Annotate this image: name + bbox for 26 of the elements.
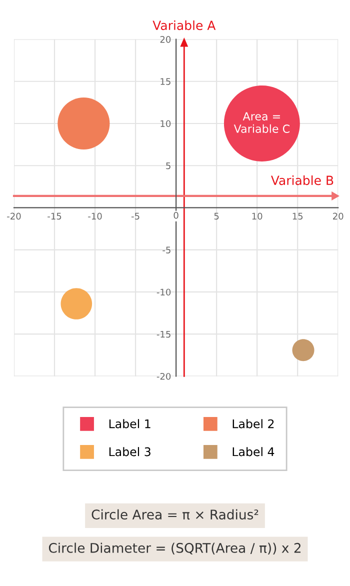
text: Circle Area = π × Radius² — [92, 509, 258, 520]
y-tick-label: -5 — [162, 246, 170, 254]
text: Circle Diameter = (SQRT(Area / π)) x 2 — [48, 542, 300, 554]
y-tick-label: -10 — [156, 288, 171, 296]
y-tick-label: 15 — [160, 78, 170, 85]
legend-label: Label 2 — [232, 419, 274, 428]
legend-label: Label 3 — [109, 447, 150, 456]
y-tick-label: 20 — [160, 36, 171, 43]
x-tick-label: -15 — [48, 212, 62, 220]
y-tick-label: 10 — [160, 120, 171, 128]
x-tick-label: 15 — [292, 212, 303, 220]
legend-label: Label 4 — [232, 447, 274, 456]
y-axis-title: Variable A — [152, 20, 216, 30]
y-tick-label: -15 — [156, 330, 170, 338]
annotation: Area = Variable C — [234, 112, 290, 133]
x-tick-label: 0 — [174, 212, 178, 219]
x-tick-label: 5 — [214, 212, 219, 220]
x-tick-label: 10 — [252, 212, 262, 220]
legend-label: Label 1 — [109, 419, 150, 428]
x-tick-label: -10 — [88, 212, 102, 220]
x-tick-label: 20 — [333, 212, 344, 220]
x-axis-title: Variable B — [270, 175, 334, 186]
y-tick-label: 5 — [166, 162, 170, 170]
x-tick-label: -20 — [7, 212, 21, 220]
x-tick-label: -5 — [131, 212, 140, 220]
y-tick-label: -20 — [156, 372, 171, 380]
